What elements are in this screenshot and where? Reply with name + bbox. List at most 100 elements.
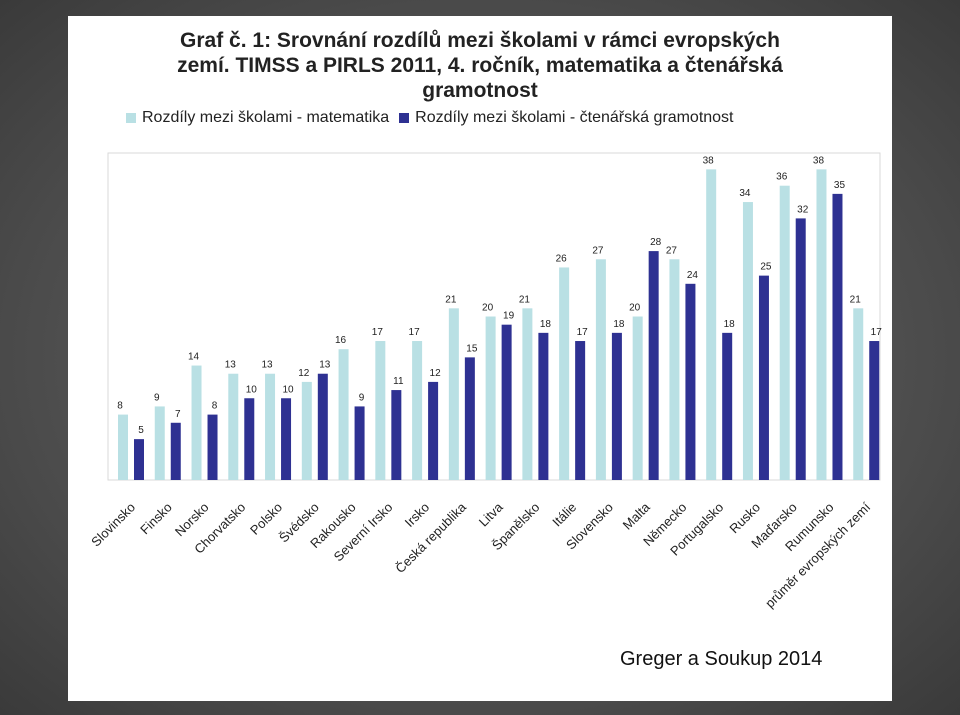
data-label-reading-2: 8 — [212, 401, 218, 412]
bar-math-17 — [742, 202, 753, 481]
legend-label-reading: Rozdíly mezi školami - čtenářská gramotn… — [415, 109, 734, 126]
data-label-math-15: 27 — [666, 245, 678, 256]
legend-item-reading: Rozdíly mezi školami - čtenářská gramotn… — [399, 109, 734, 127]
bar-math-20 — [853, 308, 864, 480]
data-label-math-20: 21 — [850, 294, 862, 305]
data-label-math-19: 38 — [813, 155, 825, 166]
bar-math-3 — [228, 373, 239, 480]
bar-reading-14 — [648, 251, 659, 480]
data-label-reading-14: 28 — [650, 237, 662, 248]
bar-reading-13 — [611, 332, 622, 480]
bar-reading-0 — [134, 439, 144, 480]
bar-math-1 — [154, 406, 165, 480]
data-label-math-2: 14 — [188, 352, 200, 363]
data-label-reading-20: 17 — [871, 327, 883, 338]
bar-reading-8 — [428, 381, 439, 480]
data-label-math-8: 17 — [409, 327, 421, 338]
bar-chart: 85Slovinsko97Finsko148Norsko1310Chorvats… — [88, 152, 883, 611]
bar-reading-3 — [244, 398, 255, 480]
bar-reading-18 — [795, 218, 806, 480]
data-label-math-7: 17 — [372, 327, 384, 338]
data-label-math-12: 26 — [556, 253, 568, 264]
data-label-math-6: 16 — [335, 335, 347, 346]
bar-reading-10 — [501, 324, 512, 480]
data-label-reading-10: 19 — [503, 311, 515, 322]
chart-title-line-2: zemí. TIMSS a PIRLS 2011, 4. ročník, mat… — [177, 54, 783, 77]
bar-math-14 — [632, 316, 643, 480]
bar-reading-19 — [832, 193, 843, 480]
data-label-math-4: 13 — [261, 360, 273, 371]
data-label-reading-5: 13 — [319, 360, 331, 371]
data-label-reading-4: 10 — [282, 384, 294, 395]
data-label-reading-16: 18 — [724, 319, 736, 330]
data-label-reading-18: 32 — [797, 204, 809, 215]
data-label-math-3: 13 — [225, 360, 237, 371]
bar-math-2 — [191, 365, 202, 480]
chart-title: Graf č. 1: Srovnání rozdílů mezi školami… — [68, 28, 892, 103]
data-label-math-5: 12 — [298, 368, 310, 379]
chart-legend: Rozdíly mezi školami - matematika Rozdíl… — [126, 109, 744, 127]
data-label-reading-8: 12 — [430, 368, 442, 379]
data-label-math-16: 38 — [703, 155, 715, 166]
data-label-reading-15: 24 — [687, 270, 699, 281]
bar-math-8 — [412, 341, 423, 480]
data-label-reading-17: 25 — [760, 262, 772, 273]
bar-reading-4 — [281, 398, 292, 480]
bar-math-12 — [559, 267, 570, 480]
slide: Graf č. 1: Srovnání rozdílů mezi školami… — [68, 16, 892, 701]
bar-math-4 — [265, 373, 276, 480]
bar-math-6 — [338, 349, 349, 480]
bar-math-19 — [816, 169, 827, 480]
legend-swatch-reading — [399, 113, 410, 123]
data-label-reading-12: 17 — [577, 327, 589, 338]
data-label-reading-7: 11 — [393, 376, 404, 387]
bar-reading-11 — [538, 332, 549, 480]
data-label-math-1: 9 — [154, 392, 160, 403]
legend-label-math: Rozdíly mezi školami - matematika — [142, 109, 390, 126]
chart-title-line-1: Graf č. 1: Srovnání rozdílů mezi školami… — [180, 29, 780, 52]
bar-math-5 — [301, 381, 312, 480]
data-label-math-9: 21 — [445, 294, 457, 305]
data-label-reading-9: 15 — [466, 343, 478, 354]
bar-math-18 — [779, 185, 790, 480]
bar-reading-7 — [391, 390, 402, 480]
category-label-10: Litva — [476, 499, 507, 530]
data-label-reading-1: 7 — [175, 409, 181, 420]
bar-reading-9 — [464, 357, 475, 480]
data-label-math-14: 20 — [629, 303, 641, 314]
bar-math-13 — [595, 259, 606, 480]
bar-reading-17 — [758, 275, 769, 480]
data-label-reading-11: 18 — [540, 319, 552, 330]
data-label-math-18: 36 — [776, 172, 788, 183]
chart-title-line-3: gramotnost — [422, 79, 538, 102]
category-label-1: Finsko — [137, 500, 175, 538]
data-label-reading-3: 10 — [246, 384, 258, 395]
data-label-math-17: 34 — [739, 188, 751, 199]
bar-reading-15 — [685, 283, 696, 480]
bar-reading-12 — [575, 341, 586, 480]
bar-math-7 — [375, 341, 386, 480]
data-label-reading-0: 5 — [138, 425, 144, 436]
data-label-math-10: 20 — [482, 303, 494, 314]
category-label-8: Irsko — [402, 500, 433, 531]
data-label-math-11: 21 — [519, 294, 531, 305]
bar-math-16 — [706, 169, 717, 480]
data-label-math-13: 27 — [592, 245, 604, 256]
category-label-12: Itálie — [549, 500, 579, 530]
data-label-reading-19: 35 — [834, 180, 846, 191]
data-label-reading-6: 9 — [359, 392, 365, 403]
credit-text: Greger a Soukup 2014 — [620, 648, 823, 670]
data-label-math-0: 8 — [117, 401, 123, 412]
bar-math-9 — [448, 308, 459, 480]
data-label-reading-13: 18 — [613, 319, 625, 330]
bar-math-10 — [485, 316, 496, 480]
category-label-0: Slovinsko — [88, 500, 138, 550]
bar-reading-16 — [722, 332, 733, 480]
bar-math-11 — [522, 308, 533, 480]
category-label-14: Malta — [620, 499, 654, 533]
bar-reading-6 — [354, 406, 365, 480]
bar-reading-20 — [869, 341, 880, 480]
bar-reading-1 — [170, 422, 181, 480]
legend-swatch-math — [126, 113, 136, 123]
bar-math-15 — [669, 259, 680, 480]
